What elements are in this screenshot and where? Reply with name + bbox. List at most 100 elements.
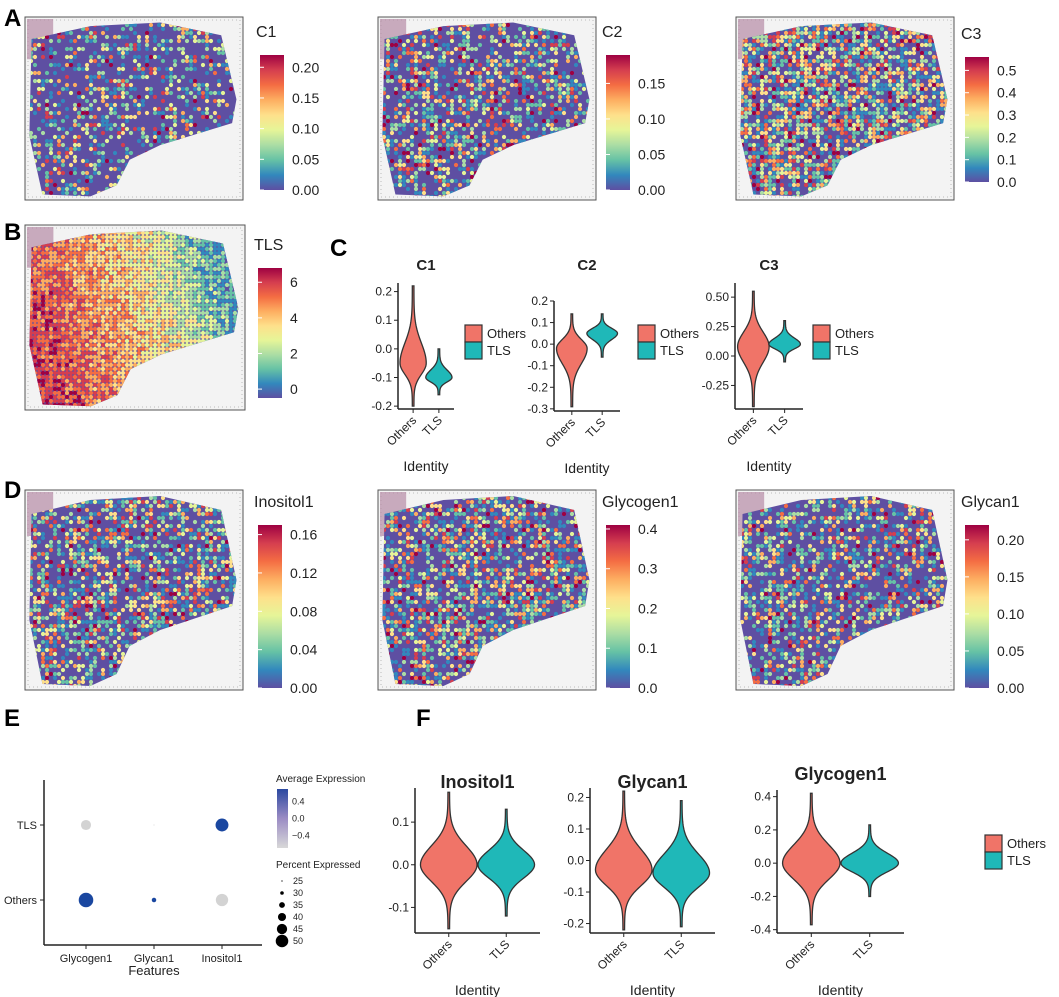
spot	[100, 86, 106, 92]
spot	[879, 26, 885, 32]
spot	[747, 110, 753, 116]
spot	[192, 122, 198, 128]
spot	[747, 134, 753, 140]
spot	[92, 238, 98, 244]
spot	[385, 114, 391, 120]
spot	[747, 46, 753, 52]
spot	[779, 74, 785, 80]
spot	[72, 82, 78, 88]
spot	[116, 78, 122, 84]
spot	[224, 70, 230, 76]
spot	[144, 266, 150, 272]
spot	[144, 234, 150, 240]
spot	[859, 54, 865, 60]
spot	[429, 170, 435, 176]
spot	[124, 90, 130, 96]
spot	[413, 102, 419, 108]
spot	[160, 278, 166, 284]
spot	[52, 122, 58, 128]
spot	[216, 262, 222, 268]
spot	[775, 150, 781, 156]
spot	[96, 142, 102, 148]
spot	[88, 174, 94, 180]
spot	[132, 282, 138, 288]
spot	[843, 26, 849, 32]
spot	[787, 138, 793, 144]
spot	[787, 130, 793, 136]
spot	[541, 38, 547, 44]
spot	[108, 122, 114, 128]
spot	[871, 94, 877, 100]
spot	[60, 246, 66, 252]
spot	[156, 110, 162, 116]
spot	[911, 50, 917, 56]
spot	[887, 66, 893, 72]
spot	[783, 78, 789, 84]
spot	[397, 38, 403, 44]
spot	[855, 66, 861, 72]
spot	[36, 150, 42, 156]
spot	[740, 114, 745, 120]
spot	[855, 78, 861, 84]
spot	[489, 58, 495, 64]
spot	[521, 30, 527, 36]
spot	[755, 154, 761, 160]
spot	[76, 142, 82, 148]
spot	[60, 126, 66, 132]
spot	[863, 62, 869, 68]
spot	[413, 70, 419, 76]
spot	[445, 118, 451, 124]
spot	[449, 34, 455, 40]
spot	[931, 82, 937, 88]
spot	[409, 58, 415, 64]
spot	[767, 110, 773, 116]
spot	[29, 134, 34, 140]
spot	[40, 270, 46, 276]
spot	[823, 134, 829, 140]
spot	[120, 266, 126, 272]
spot	[200, 262, 206, 268]
spot	[875, 66, 881, 72]
spot	[787, 34, 793, 40]
spot	[417, 162, 423, 168]
spot	[184, 246, 190, 252]
spot	[839, 78, 845, 84]
spot	[80, 110, 86, 116]
spot	[791, 50, 797, 56]
spot	[899, 126, 905, 132]
spot	[787, 154, 793, 160]
spot	[397, 158, 403, 164]
spot	[549, 102, 555, 108]
spot	[441, 54, 447, 60]
spot	[64, 186, 70, 192]
spot	[156, 242, 162, 248]
spot	[497, 126, 503, 132]
spot	[168, 114, 174, 120]
spot	[204, 258, 210, 264]
spot	[823, 38, 829, 44]
spot	[48, 250, 54, 256]
spot	[803, 30, 809, 36]
spot	[188, 30, 194, 36]
spot	[513, 66, 519, 72]
spot	[767, 134, 773, 140]
spot	[907, 114, 913, 120]
spot	[204, 254, 210, 260]
spot	[827, 90, 833, 96]
spot	[64, 246, 70, 252]
spot	[405, 94, 411, 100]
spot	[489, 94, 495, 100]
spot	[156, 230, 162, 236]
spot	[509, 70, 515, 76]
spot	[60, 250, 66, 256]
spot	[64, 282, 70, 288]
spot	[747, 42, 753, 48]
spot	[843, 138, 849, 144]
spot	[899, 90, 905, 96]
spot	[843, 62, 849, 68]
spot	[32, 110, 38, 116]
spot	[176, 270, 182, 276]
spot	[184, 122, 190, 128]
spot	[100, 262, 106, 268]
